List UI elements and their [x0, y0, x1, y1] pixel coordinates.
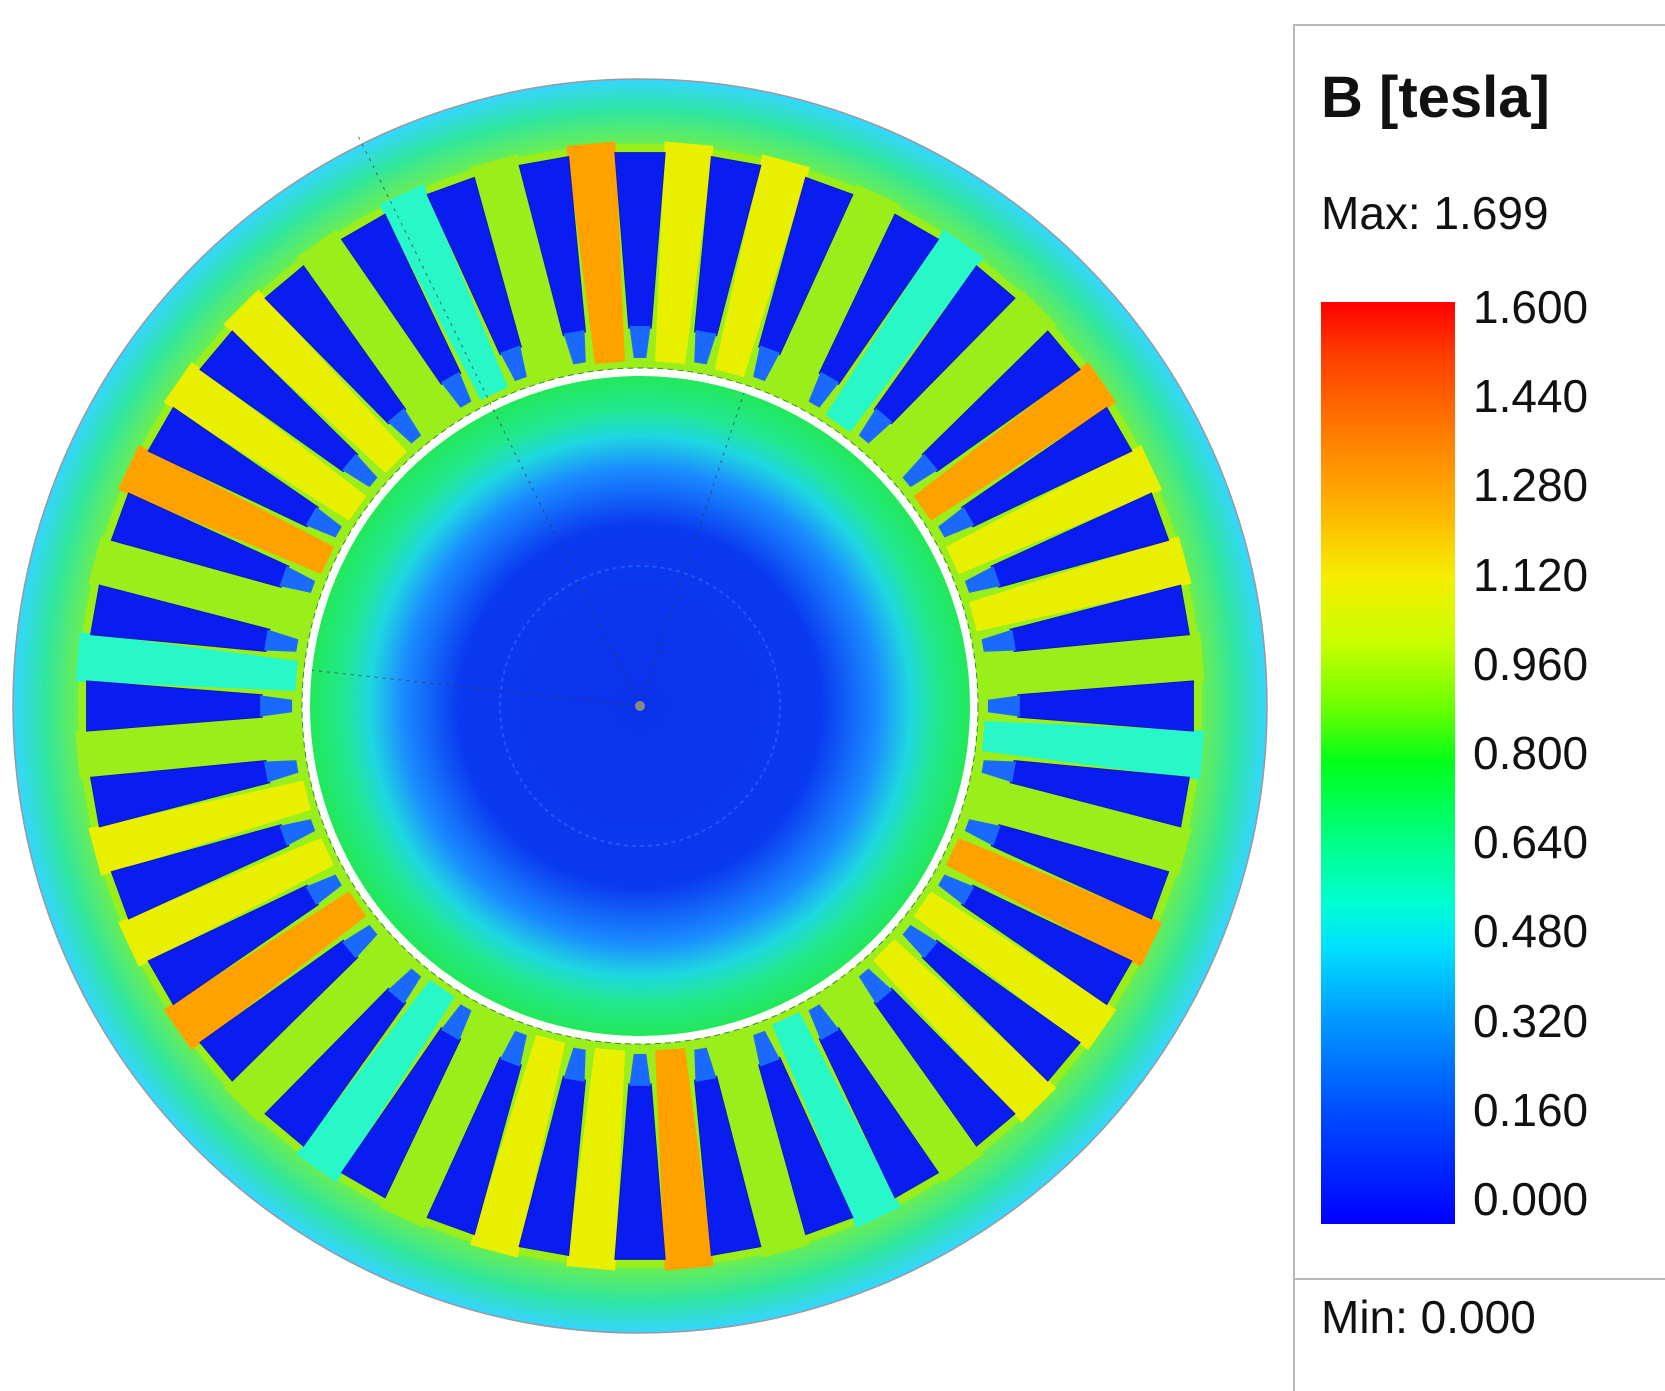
slot-opening	[440, 1004, 472, 1041]
stator-tooth	[714, 1035, 810, 1258]
stator-tooth	[969, 536, 1192, 632]
motor-cross-section	[12, 78, 1268, 1334]
slot-opening	[694, 1047, 717, 1082]
slot-opening	[858, 968, 893, 1004]
slot-opening	[938, 874, 975, 906]
slot-opening	[964, 566, 1001, 593]
legend-tick-label: 1.280	[1473, 459, 1589, 512]
slot-opening	[808, 371, 840, 408]
slot-opening	[387, 968, 422, 1004]
slot-opening	[387, 408, 422, 444]
legend-tick-label: 1.600	[1473, 281, 1589, 333]
legend-divider	[1295, 1278, 1665, 1280]
slot-opening	[563, 1047, 586, 1082]
slot-opening	[694, 330, 717, 365]
stator-tooth	[75, 632, 298, 691]
stator-tooth	[118, 445, 334, 574]
stator-tooth	[772, 184, 901, 400]
slot-opening	[563, 330, 586, 365]
stator-tooth	[772, 1012, 901, 1228]
stator-tooth	[913, 362, 1117, 521]
legend-tick-label: 1.120	[1473, 548, 1589, 601]
stator-tooth	[379, 184, 508, 400]
flux-density-plot	[12, 78, 1268, 1334]
stator-tooth	[118, 838, 334, 967]
stator-tooth	[88, 536, 311, 632]
stator-tooth	[946, 838, 1162, 967]
slot-opening	[500, 1030, 527, 1067]
slot-opening	[808, 1004, 840, 1041]
legend-tick-label: 0.800	[1473, 727, 1589, 779]
slot-opening	[902, 924, 938, 959]
stator-tooth	[946, 445, 1162, 574]
color-legend: B [tesla] Max: 1.699 1.600 1.440 1.280 1.12…	[1293, 24, 1665, 1391]
legend-tick-label: 0.000	[1473, 1173, 1589, 1225]
slot-opening	[938, 506, 975, 538]
slot-opening	[981, 760, 1016, 783]
stator-tooth	[566, 1048, 625, 1271]
center-marker	[635, 701, 645, 711]
slot-opening	[264, 629, 299, 652]
stator-tooth	[75, 721, 298, 780]
stator-tooth	[873, 289, 1057, 473]
slot-opening	[629, 1053, 651, 1086]
slot-opening	[305, 874, 342, 906]
stator-tooth	[969, 780, 1192, 876]
stator-tooth	[982, 721, 1205, 780]
stator-tooth	[913, 891, 1117, 1050]
stator-tooth	[655, 141, 714, 364]
stator-tooth	[223, 939, 407, 1123]
slot-opening	[264, 760, 299, 783]
slot-opening	[629, 326, 651, 359]
legend-title: B [tesla]	[1321, 65, 1550, 130]
color-scale-bar	[1321, 302, 1455, 1224]
stator-tooth	[825, 229, 984, 433]
slot-opening	[753, 1030, 780, 1067]
legend-tick-label: 1.440	[1473, 370, 1589, 423]
slot-opening	[342, 924, 378, 959]
slot-opening	[260, 695, 293, 717]
slot-opening	[279, 819, 316, 846]
guide-line	[639, 392, 745, 707]
stator-tooth	[566, 141, 625, 364]
slot-opening	[279, 566, 316, 593]
stator-tooth	[470, 1035, 566, 1258]
stator-tooth	[873, 939, 1057, 1123]
legend-tick-label: 0.480	[1473, 905, 1589, 958]
legend-max-value: Max: 1.699	[1321, 187, 1549, 239]
slot-opening	[305, 506, 342, 538]
stator-tooth	[470, 154, 566, 377]
legend-tick-label: 0.640	[1473, 816, 1589, 869]
stator-tooth	[825, 979, 984, 1183]
slot-opening	[902, 453, 938, 488]
guide-line	[355, 132, 641, 707]
stator-tooth	[163, 891, 367, 1050]
stator-tooth	[163, 362, 367, 521]
stator-tooth	[296, 979, 455, 1183]
legend-tick-label: 0.960	[1473, 637, 1589, 690]
shaft-outline	[499, 565, 781, 847]
stator-tooth	[88, 780, 311, 876]
stator-tooth	[655, 1048, 714, 1271]
stator-tooth	[296, 229, 455, 433]
legend-tick-label: 0.160	[1473, 1083, 1589, 1136]
slot-opening	[342, 453, 378, 488]
stator-tooth	[379, 1012, 508, 1228]
slot-opening	[753, 345, 780, 382]
slot-opening	[440, 371, 472, 408]
legend-tick-label: 0.320	[1473, 994, 1589, 1047]
slot-opening	[858, 408, 893, 444]
slot-opening	[500, 345, 527, 382]
stator-tooth	[223, 289, 407, 473]
slot-opening	[987, 695, 1020, 717]
legend-min-value: Min: 0.000	[1321, 1291, 1536, 1343]
slot-opening	[981, 629, 1016, 652]
stator-tooth	[982, 632, 1205, 691]
slot-opening	[964, 819, 1001, 846]
stator-tooth	[714, 154, 810, 377]
